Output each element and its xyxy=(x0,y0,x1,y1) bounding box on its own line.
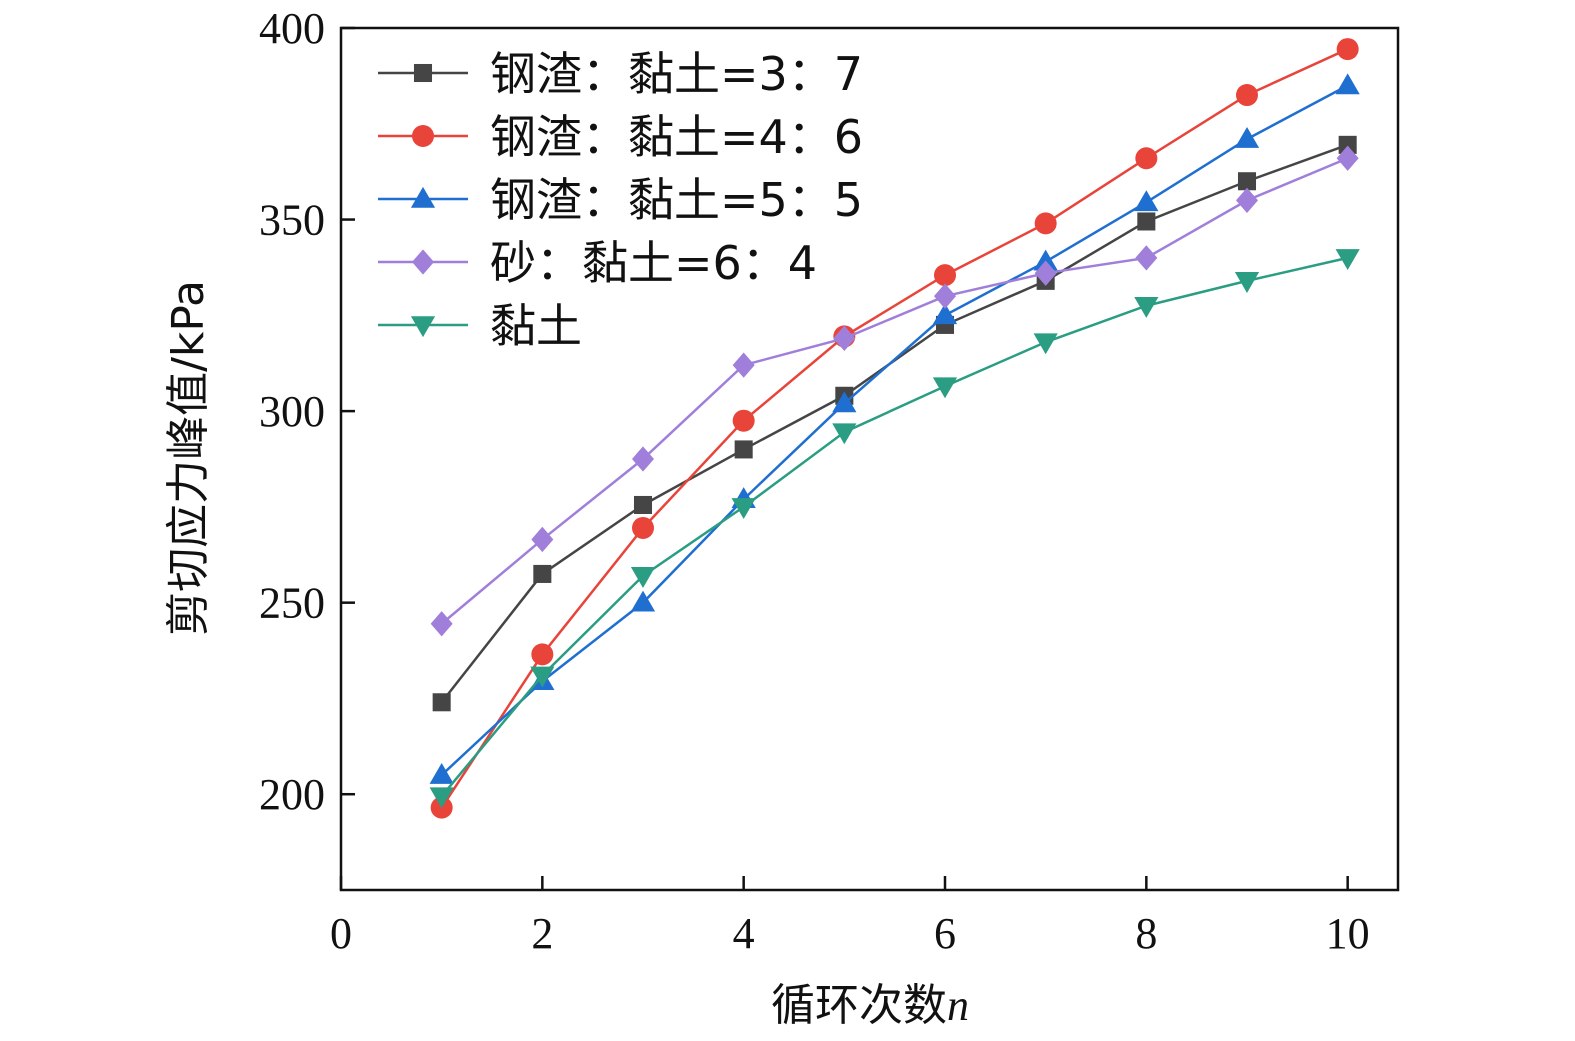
data-point-triangle-up xyxy=(1234,127,1260,148)
y-tick-label: 200 xyxy=(259,770,325,819)
series-line xyxy=(440,47,1349,809)
x-tick-label: 2 xyxy=(531,909,553,958)
legend-item-3: 钢渣：黏土=5：5 xyxy=(378,173,863,227)
series-5 xyxy=(429,249,1360,809)
legend: 钢渣：黏土=3：7 钢渣：黏土=4：6 钢渣：黏土=5：5 砂：黏土=6：4 黏土 xyxy=(378,47,863,353)
data-point-triangle-down xyxy=(932,377,958,399)
data-point-diamond xyxy=(412,249,434,275)
data-point-square xyxy=(533,564,552,583)
data-point-triangle-up xyxy=(832,391,857,413)
legend-label: 钢渣：黏土=3：7 xyxy=(490,47,863,101)
y-tick-label: 350 xyxy=(259,196,325,245)
data-point-circle xyxy=(1034,212,1057,235)
data-point-diamond xyxy=(632,446,654,472)
data-point-triangle-up xyxy=(630,590,656,612)
series-4 xyxy=(430,145,1359,637)
data-point-square xyxy=(1338,135,1357,154)
y-axis-ticks: 200 250 300 350 400 xyxy=(259,4,355,819)
legend-item-4: 砂：黏土=6：4 xyxy=(378,236,817,290)
data-point-diamond xyxy=(1034,260,1057,286)
series-2 xyxy=(430,38,1359,819)
x-axis-title-variable: n xyxy=(947,981,969,1030)
y-axis-title: 剪切应力峰值/kPa xyxy=(163,280,214,636)
series-line xyxy=(440,256,1348,797)
data-point-circle xyxy=(412,125,434,147)
x-tick-label: 6 xyxy=(934,909,956,958)
legend-label: 砂：黏土=6：4 xyxy=(490,236,817,290)
data-point-circle xyxy=(732,409,755,432)
data-point-triangle-down xyxy=(429,787,454,809)
plot-frame xyxy=(339,26,1400,892)
legend-item-2: 钢渣：黏土=4：6 xyxy=(378,110,863,164)
data-point-triangle-down xyxy=(1033,333,1058,355)
series-line xyxy=(440,84,1349,776)
data-point-circle xyxy=(531,643,554,666)
data-point-diamond xyxy=(1236,187,1258,214)
data-point-circle xyxy=(1236,84,1258,107)
data-point-circle xyxy=(934,264,956,287)
x-axis-title-text: 循环次数 xyxy=(771,980,947,1031)
data-point-diamond xyxy=(1135,245,1158,271)
legend-item-5: 黏土 xyxy=(378,299,582,353)
x-axis-ticks: 0 2 4 6 8 10 xyxy=(330,876,1370,958)
data-point-square xyxy=(1137,212,1156,231)
data-point-square xyxy=(413,63,433,83)
data-point-square xyxy=(734,440,753,459)
data-point-diamond xyxy=(732,352,755,378)
data-point-triangle-up xyxy=(1134,190,1159,212)
legend-label: 黏土 xyxy=(490,299,582,353)
plot-area xyxy=(339,26,1400,892)
data-point-triangle-up xyxy=(429,762,454,784)
x-tick-label: 4 xyxy=(733,909,755,958)
series-line xyxy=(440,143,1349,704)
data-point-square xyxy=(432,693,451,712)
data-point-circle xyxy=(1336,38,1359,61)
data-point-diamond xyxy=(1336,145,1359,171)
data-point-circle xyxy=(1135,147,1158,170)
data-point-triangle-up xyxy=(1335,73,1360,95)
y-tick-label: 250 xyxy=(259,579,325,628)
data-point-triangle-down xyxy=(1134,296,1159,318)
data-point-triangle-up xyxy=(1033,249,1058,271)
data-point-diamond xyxy=(934,283,956,309)
data-point-square xyxy=(1237,172,1257,191)
y-tick-label: 400 xyxy=(259,4,325,53)
legend-label: 钢渣：黏土=4：6 xyxy=(490,110,863,164)
data-point-triangle-up xyxy=(410,186,436,208)
data-point-diamond xyxy=(833,325,856,351)
legend-label: 钢渣：黏土=5：5 xyxy=(490,173,863,227)
data-point-triangle-down xyxy=(832,423,857,445)
data-point-triangle-down xyxy=(1234,272,1260,293)
data-point-circle xyxy=(632,516,654,539)
x-tick-label: 0 xyxy=(330,909,352,958)
data-point-square xyxy=(633,495,653,514)
data-point-triangle-down xyxy=(1335,249,1360,270)
data-point-triangle-down xyxy=(731,498,756,519)
data-point-diamond xyxy=(430,611,453,637)
legend-item-1: 钢渣：黏土=3：7 xyxy=(378,47,863,101)
x-tick-label: 8 xyxy=(1135,909,1157,958)
data-point-triangle-down xyxy=(630,567,656,588)
x-axis-title: 循环次数n xyxy=(771,980,969,1031)
data-point-triangle-down xyxy=(530,666,555,688)
series-lines xyxy=(429,38,1360,819)
data-point-diamond xyxy=(531,526,554,553)
data-point-triangle-down xyxy=(410,316,436,338)
series-line xyxy=(440,157,1349,625)
y-tick-label: 300 xyxy=(259,387,325,436)
x-tick-label: 10 xyxy=(1326,909,1370,958)
data-point-triangle-up xyxy=(932,303,958,325)
